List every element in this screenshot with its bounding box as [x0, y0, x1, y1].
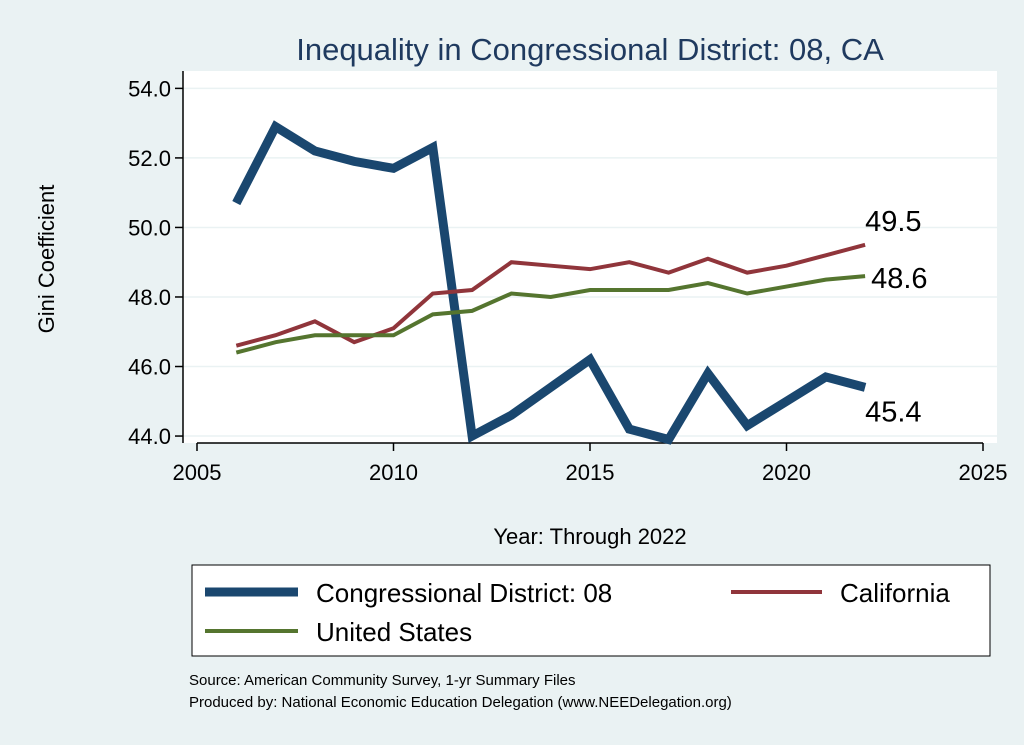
plot-background [183, 71, 997, 443]
legend: Congressional District: 08 California Un… [191, 564, 991, 657]
x-tick-label: 2005 [173, 460, 222, 485]
producer-note: Produced by: National Economic Education… [189, 694, 732, 711]
y-tick-label: 46.0 [128, 355, 171, 380]
axes: 44.0 46.0 48.0 50.0 52.0 54.0 2005 2010 2015 2020… [128, 71, 1007, 485]
grid-lines [183, 87, 997, 437]
x-axis-label: Year: Through 2022 [493, 524, 686, 549]
end-label-us: 48.6 [871, 263, 927, 295]
y-tick-label: 48.0 [128, 285, 171, 310]
end-label-california: 49.5 [865, 206, 921, 238]
y-tick-label: 50.0 [128, 215, 171, 240]
y-tick-label: 44.0 [128, 424, 171, 449]
x-tick-label: 2010 [369, 460, 418, 485]
chart-title: Inequality in Congressional District: 08… [296, 32, 884, 67]
series-line-us [235, 274, 866, 355]
end-labels: 45.4 49.5 48.6 [865, 206, 927, 429]
x-tick-label: 2020 [762, 460, 811, 485]
legend-label-district: Congressional District: 08 [316, 578, 612, 608]
x-tick-label: 2015 [566, 460, 615, 485]
y-tick-label: 52.0 [128, 146, 171, 171]
y-axis-label: Gini Coefficient [34, 185, 59, 334]
source-note: Source: American Community Survey, 1-yr … [189, 672, 576, 689]
series-line-district [232, 120, 867, 445]
legend-label-us: United States [316, 617, 472, 647]
series-group [232, 120, 867, 445]
legend-label-california: California [840, 578, 950, 608]
legend-box [191, 564, 991, 657]
x-tick-label: 2025 [959, 460, 1008, 485]
y-tick-label: 54.0 [128, 76, 171, 101]
end-label-district: 45.4 [865, 396, 921, 428]
